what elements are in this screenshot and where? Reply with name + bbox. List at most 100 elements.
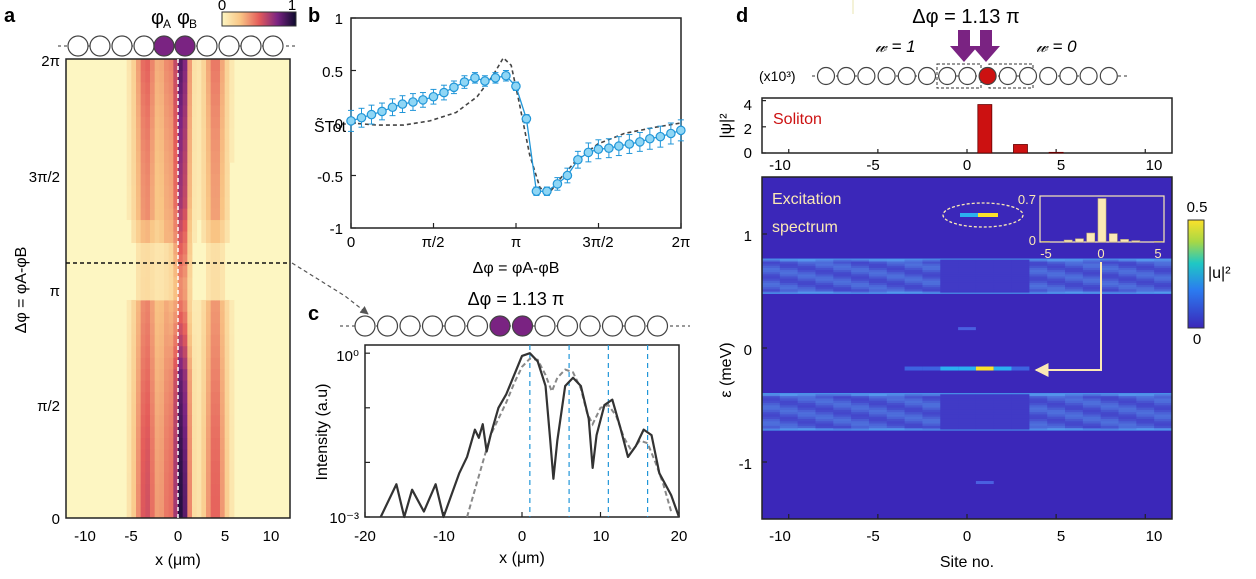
spectrum-band-cell — [886, 407, 905, 410]
panel-a-heat-cell — [187, 173, 193, 186]
panel-a-heat-cell — [140, 254, 146, 266]
spectrum-band-cell — [1047, 400, 1066, 404]
panel-a-heat-cell — [201, 150, 207, 163]
spectrum-band-cell — [922, 282, 941, 286]
panel-a-heat-cell — [154, 162, 160, 175]
panel-a-heat-cell — [168, 357, 174, 370]
spectrum-band-cell — [922, 400, 941, 404]
panel-a-heat-cell — [215, 150, 221, 163]
panel-a-heat-cell — [140, 506, 146, 519]
panel-a-heat-cell — [140, 357, 146, 370]
spectrum-band-cell — [1136, 420, 1155, 424]
panel-a-heat-cell — [215, 403, 221, 416]
panel-a-heat-cell — [206, 472, 212, 484]
spectrum-band-cell — [940, 263, 959, 266]
panel-a-heat-cell — [187, 495, 193, 507]
panel-a-heat-cell — [210, 426, 216, 439]
inset-bar-site--2 — [1075, 238, 1084, 243]
panel-a-heat-cell — [154, 196, 160, 209]
spectrum-band-cell — [1118, 393, 1137, 397]
panel-a-heat-cell — [192, 472, 198, 484]
panel-a-heat-cell — [206, 116, 212, 129]
spectrum-band-cell — [1118, 278, 1137, 281]
panel-a-heat-cell — [140, 345, 146, 358]
spectrum-band-cell — [797, 267, 816, 271]
panel-a-heat-cell — [224, 380, 230, 393]
spectrum-band-cell — [868, 395, 888, 399]
panel-c-xtick-10: 10 — [593, 528, 610, 545]
panel-a-heat-cell — [224, 208, 230, 221]
spectrum-band-cell — [1065, 400, 1084, 404]
spectrum-band-cell — [1118, 265, 1137, 268]
spectrum-band-cell — [1047, 286, 1066, 290]
panel-a-heat-cell — [150, 368, 156, 381]
spectrum-band-cell — [993, 263, 1012, 266]
panel-a-heat-cell — [173, 81, 179, 94]
spectrum-band-cell — [1082, 400, 1101, 404]
spectrum-band-cell — [904, 269, 923, 273]
panel-a-heat-cell — [178, 162, 184, 175]
panel-a-heat-cell — [206, 345, 212, 358]
panel-a-heat-cell — [136, 460, 142, 473]
spectrum-band-cell — [886, 414, 905, 417]
panel-a-heat-cell — [206, 150, 212, 163]
panel-b-plot — [346, 17, 686, 229]
panel-a-heat-cell — [210, 93, 216, 106]
spectrum-band-cell — [975, 284, 995, 288]
panel-a-heat-cell — [206, 277, 212, 289]
spectrum-band-cell — [797, 261, 816, 264]
phi-b-symbol: φ — [177, 7, 190, 29]
panel-a-heat-cell — [182, 93, 188, 106]
panel-a-heat-cell — [196, 449, 202, 462]
panel-a-heat-cell — [150, 139, 156, 152]
spectrum-band-cell — [868, 414, 888, 417]
panel-a-heat-cell — [178, 104, 184, 117]
spectrum-band-cell — [1100, 263, 1119, 266]
spectrum-band-cell — [762, 407, 781, 410]
panel-a-heat-cell — [210, 472, 216, 484]
spectrum-band-cell — [868, 274, 888, 277]
spectrum-band-cell — [958, 265, 977, 268]
spectrum-band-cell — [1047, 418, 1066, 422]
panel-d-main-xtick-0: 0 — [963, 528, 971, 545]
spectrum-band-cell — [1100, 398, 1119, 401]
spectrum-band-cell — [1100, 269, 1119, 273]
spectrum-band-cell — [940, 271, 959, 275]
spectrum-band-cell — [779, 427, 798, 431]
spectrum-band-cell — [1047, 407, 1066, 410]
spectrum-band-cell — [1100, 418, 1119, 422]
spectrum-band-cell — [904, 423, 923, 426]
panel-a-heat-cell — [178, 242, 184, 255]
spectrum-band-cell — [958, 395, 977, 399]
spectrum-band-cell — [815, 427, 834, 431]
arrow-phi-b — [972, 30, 1000, 62]
spectrum-band-cell — [815, 289, 834, 292]
panel-a-heat-cell — [136, 334, 142, 347]
panel-b-xtick-3pi2: 3π/2 — [582, 234, 613, 251]
panel-a-heat-cell — [210, 231, 216, 243]
spectrum-band-cell — [922, 280, 941, 283]
panel-a-heat-cell — [168, 242, 174, 255]
panel-a-heat-cell — [154, 231, 160, 243]
spectrum-band-cell — [1136, 261, 1155, 264]
spectrum-band-cell — [958, 282, 977, 286]
panel-a-heat-cell — [215, 116, 221, 129]
panel-a-heat-cell — [210, 357, 216, 370]
panel-a-heat-cell — [173, 70, 179, 83]
spectrum-band-cell — [940, 261, 959, 264]
spectrum-band-cell — [1082, 427, 1101, 431]
spectrum-band-cell — [1082, 282, 1101, 286]
panel-a-heat-cell — [196, 472, 202, 484]
spectrum-band-cell — [1029, 405, 1048, 408]
panel-a-heat-cell — [168, 93, 174, 106]
panel-a-heat-cell — [206, 265, 212, 278]
panel-a-heat-cell — [196, 322, 202, 335]
panel-a-heat-cell — [182, 162, 188, 175]
panel-a-heat-cell — [178, 139, 184, 152]
spectrum-band-cell — [1011, 393, 1030, 397]
panel-a-heat-cell — [206, 357, 212, 370]
panel-a-heat-cell — [136, 368, 142, 381]
panel-a-heat-cell — [164, 139, 170, 152]
spectrum-band-cell — [779, 400, 798, 404]
panel-b-point — [542, 186, 552, 197]
